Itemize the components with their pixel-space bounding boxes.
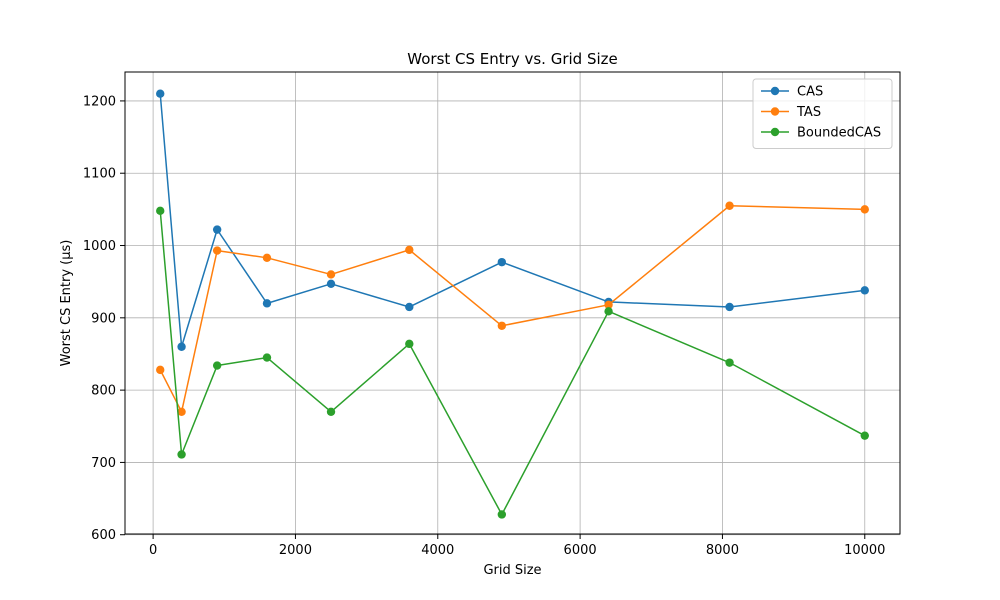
grid-lines — [125, 72, 900, 536]
data-point-boundedcas — [405, 339, 414, 349]
data-point-tas — [326, 270, 336, 279]
data-point-tas — [262, 253, 272, 263]
y-tick-label: 600 — [91, 528, 116, 543]
legend-item-tas: TAS — [761, 105, 821, 120]
chart-title: Worst CS Entry vs. Grid Size — [407, 50, 617, 68]
data-point-tas — [177, 407, 186, 417]
y-tick-label: 1000 — [83, 239, 116, 254]
data-point-cas — [262, 299, 272, 308]
y-axis-label: Worst CS Entry (µs) — [59, 240, 74, 367]
legend-label: TAS — [796, 105, 821, 120]
data-point-cas — [405, 302, 414, 312]
data-point-tas — [212, 246, 222, 255]
data-point-tas — [604, 300, 613, 310]
legend-label: CAS — [797, 85, 823, 100]
y-tick-label: 1100 — [83, 167, 116, 182]
y-tick-label: 900 — [91, 311, 116, 326]
data-point-tas — [725, 201, 734, 210]
legend: CAS TAS BoundedCAS — [752, 78, 893, 149]
y-tick-label: 800 — [91, 384, 116, 399]
series-line-cas — [159, 93, 865, 348]
series-boundedcas — [156, 206, 869, 519]
data-point-cas — [156, 89, 165, 98]
legend-label: BoundedCAS — [797, 126, 881, 141]
data-point-boundedcas — [156, 206, 165, 216]
data-point-boundedcas — [326, 407, 336, 417]
data-point-boundedcas — [262, 353, 272, 362]
legend-marker-swatch — [770, 127, 780, 137]
x-tick-label: 4000 — [421, 543, 454, 558]
data-point-boundedcas — [725, 358, 734, 367]
series-line-tas — [159, 205, 865, 413]
data-point-boundedcas — [497, 510, 507, 519]
series-line-boundedcas — [159, 210, 866, 516]
x-tick-label: 6000 — [564, 543, 597, 558]
data-point-cas — [860, 286, 869, 295]
x-tick-label: 10000 — [844, 543, 885, 558]
x-tick-label: 2000 — [279, 543, 312, 558]
data-point-tas — [860, 205, 869, 214]
legend-marker-swatch — [770, 86, 780, 96]
legend-item-cas: CAS — [761, 85, 823, 100]
legend-box — [752, 78, 893, 149]
y-tick-label: 700 — [91, 456, 116, 471]
x-axis-label: Grid Size — [483, 563, 541, 578]
data-point-boundedcas — [177, 450, 186, 459]
data-point-boundedcas — [604, 307, 613, 316]
y-tick-label: 1200 — [83, 94, 116, 109]
axis-ticks: 0 2000 4000 6000 8000 10000 600 700 800 900 1000 11… — [83, 94, 886, 558]
data-point-boundedcas — [212, 361, 222, 370]
data-point-cas — [212, 225, 222, 234]
x-tick-label: 8000 — [706, 543, 739, 558]
legend-item-boundedcas: BoundedCAS — [761, 126, 881, 141]
data-point-cas — [177, 342, 186, 351]
data-point-boundedcas — [860, 431, 869, 440]
data-point-cas — [326, 279, 336, 289]
x-tick-label: 0 — [149, 543, 157, 558]
data-point-cas — [497, 257, 507, 267]
legend-marker-swatch — [770, 107, 780, 116]
data-point-tas — [156, 365, 165, 375]
data-point-cas — [725, 302, 734, 312]
series-tas — [156, 201, 869, 417]
plot-frame — [124, 71, 901, 535]
series-layer — [156, 89, 869, 519]
data-point-tas — [405, 245, 414, 255]
data-point-tas — [497, 321, 507, 330]
